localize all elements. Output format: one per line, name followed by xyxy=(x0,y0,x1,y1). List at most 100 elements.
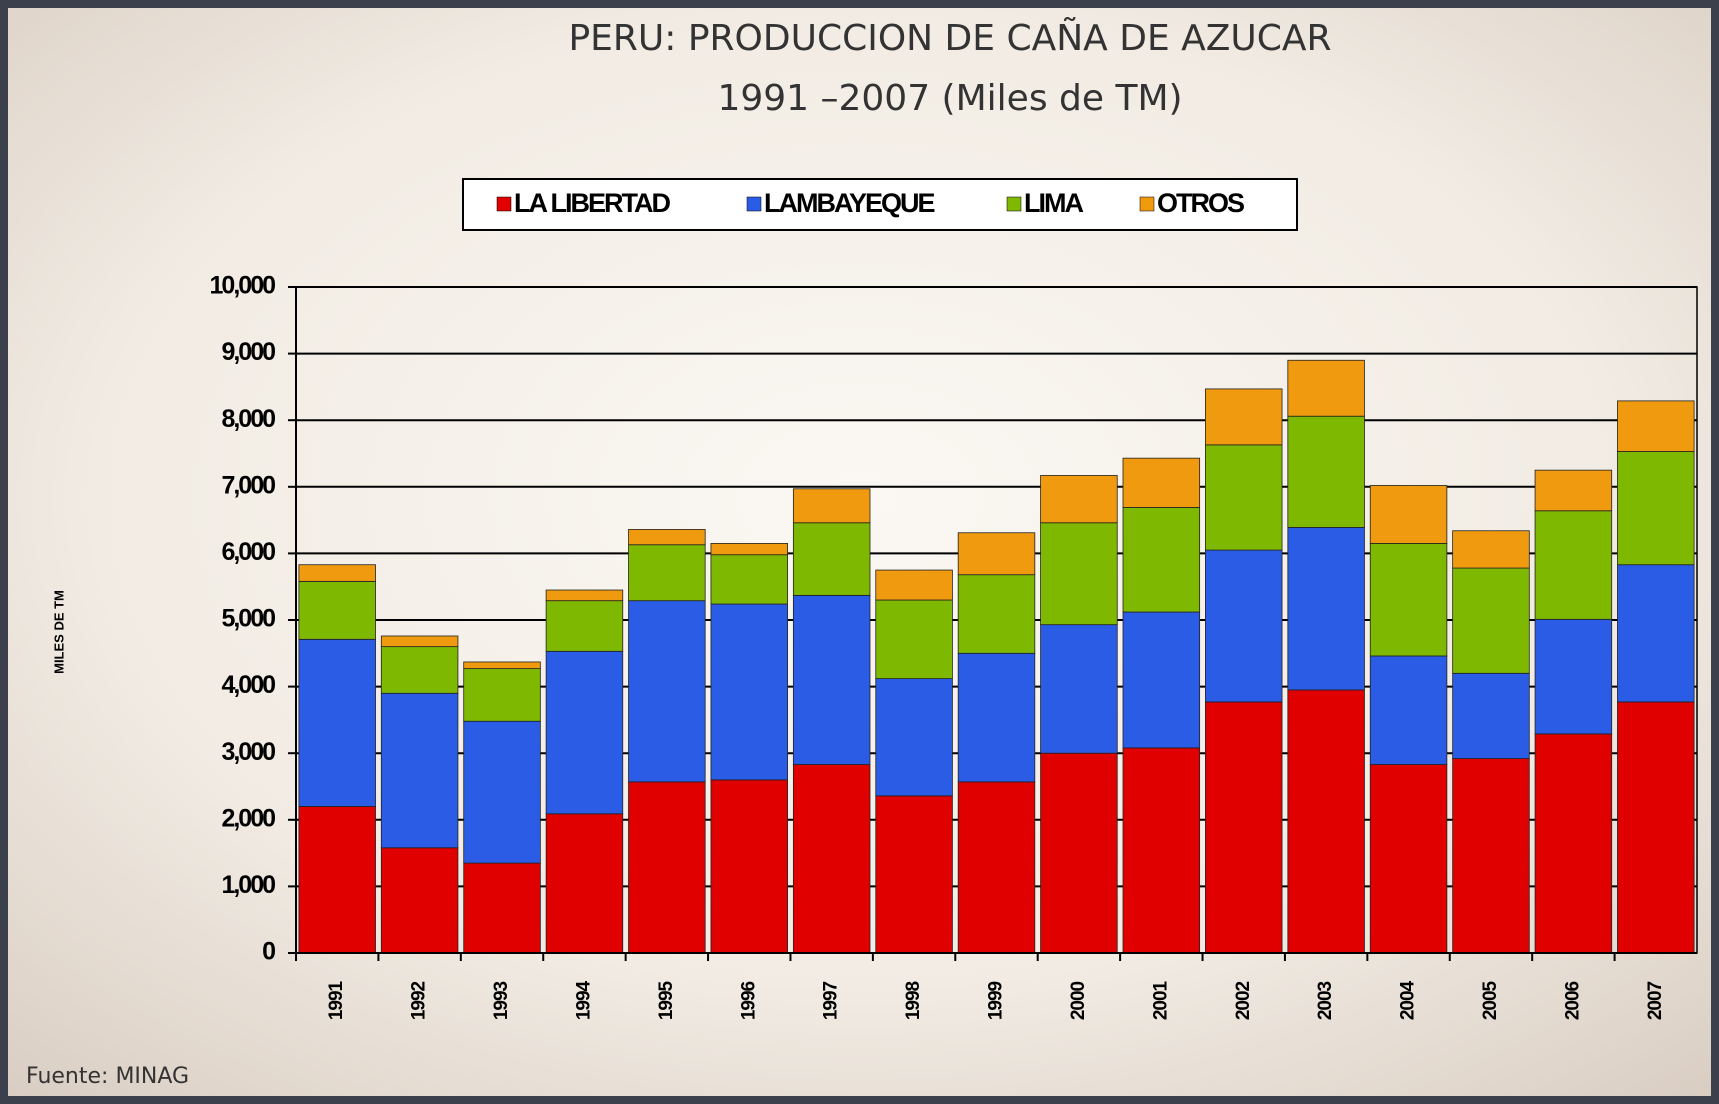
bar-segment xyxy=(380,635,459,648)
legend-swatch xyxy=(1006,196,1022,212)
bar-segment xyxy=(1534,618,1613,735)
bar-segment xyxy=(1040,475,1118,524)
bar-segment xyxy=(298,638,376,807)
bar-segment xyxy=(1122,507,1201,613)
x-tick-label: 1991 xyxy=(326,980,347,1020)
bar-segment xyxy=(463,668,541,722)
bar-segment xyxy=(1534,510,1613,620)
bar-segment xyxy=(380,692,459,849)
y-tick-label: 6,000 xyxy=(221,538,275,566)
bar-segment xyxy=(875,569,953,601)
x-tick-label: 1996 xyxy=(738,981,759,1020)
bar-segment xyxy=(1617,701,1695,954)
y-tick-label: 5,000 xyxy=(221,605,275,633)
bar-segment xyxy=(957,652,1036,783)
bar-segment xyxy=(628,529,706,546)
y-tick-label: 3,000 xyxy=(221,738,275,766)
bar-segment xyxy=(1369,543,1448,657)
bar-segment xyxy=(792,764,871,954)
bar-segment xyxy=(1617,451,1695,566)
bar-segment xyxy=(545,600,624,652)
x-tick-label: 2003 xyxy=(1315,981,1336,1020)
bar-segment xyxy=(463,661,541,670)
legend-box xyxy=(462,178,1298,231)
bar-segment xyxy=(710,554,788,605)
bar-segment xyxy=(1534,469,1613,512)
bar-segment xyxy=(1452,530,1530,569)
bar-segment xyxy=(957,574,1036,654)
legend-swatch xyxy=(1139,196,1155,212)
y-tick-label: 1,000 xyxy=(221,871,275,899)
chart-title: PERU: PRODUCCION DE CAÑA DE AZUCAR xyxy=(568,17,1331,59)
bar-segment xyxy=(298,564,376,582)
bar-segment xyxy=(1122,747,1201,954)
x-tick-label: 2001 xyxy=(1150,980,1171,1020)
bar-segment xyxy=(1369,485,1448,544)
legend-label: LA LIBERTAD xyxy=(514,188,670,218)
bar-segment xyxy=(380,847,459,954)
bar-segment xyxy=(1287,359,1365,417)
bar-segment xyxy=(1287,689,1365,954)
x-tick-label: 1997 xyxy=(821,981,842,1020)
bar-segment xyxy=(1617,400,1695,452)
bar-segment xyxy=(545,813,624,954)
bar-segment xyxy=(545,589,624,602)
y-tick-label: 8,000 xyxy=(221,405,275,433)
x-tick-label: 2007 xyxy=(1645,981,1666,1020)
x-tick-label: 1993 xyxy=(491,981,512,1020)
bar-segment xyxy=(1205,549,1283,703)
source: Fuente: MINAG xyxy=(26,1064,189,1089)
bar-segment xyxy=(710,543,788,556)
y-tick-label: 4,000 xyxy=(221,671,275,699)
y-tick-label: 2,000 xyxy=(221,804,275,832)
bar-segment xyxy=(628,600,706,783)
bar-segment xyxy=(1287,527,1365,691)
bar-segment xyxy=(792,522,871,596)
bar-segment xyxy=(380,646,459,694)
bar-segment xyxy=(545,650,624,815)
bar-segment xyxy=(1452,758,1530,954)
x-tick-label: 2002 xyxy=(1233,981,1254,1020)
bar-segment xyxy=(298,806,376,954)
bar-segment xyxy=(463,720,541,864)
y-tick-label: 0 xyxy=(262,938,275,966)
x-tick-label: 1998 xyxy=(903,981,924,1020)
bar-segment xyxy=(1040,752,1118,954)
bar-segment xyxy=(710,603,788,781)
x-tick-label: 1995 xyxy=(656,980,677,1020)
bar-segment xyxy=(1369,655,1448,765)
bar-segment xyxy=(957,532,1036,576)
x-tick-label: 1994 xyxy=(573,980,594,1020)
x-tick-label: 1992 xyxy=(409,981,430,1020)
bar-segment xyxy=(1287,415,1365,528)
bar-segment xyxy=(957,781,1036,954)
bar-segment xyxy=(1452,672,1530,759)
x-tick-label: 2000 xyxy=(1068,981,1089,1020)
bar-segment xyxy=(463,862,541,954)
x-tick-label: 2004 xyxy=(1398,980,1419,1020)
y-tick-label: 7,000 xyxy=(221,471,275,499)
y-tick-label: 9,000 xyxy=(221,338,275,366)
bar-segment xyxy=(628,781,706,954)
bar-segment xyxy=(1205,388,1283,446)
legend-label: LAMBAYEQUE xyxy=(764,188,935,218)
bar-segment xyxy=(875,795,953,954)
bar-segment xyxy=(1040,624,1118,754)
bar-segment xyxy=(1040,522,1118,626)
x-tick-label: 2006 xyxy=(1562,981,1583,1020)
legend-label: LIMA xyxy=(1024,188,1083,218)
bar-segment xyxy=(875,599,953,680)
legend-label: OTROS xyxy=(1157,188,1244,218)
bar-segment xyxy=(792,594,871,765)
bar-segment xyxy=(1122,457,1201,508)
x-tick-label: 1999 xyxy=(986,981,1007,1020)
bar-segment xyxy=(298,580,376,640)
bar-segment xyxy=(1369,764,1448,954)
bar-segment xyxy=(792,488,871,524)
bar-segment xyxy=(1534,733,1613,954)
y-axis-label: MILES DE TM xyxy=(51,590,66,674)
legend-swatch xyxy=(746,196,762,212)
legend-swatch xyxy=(496,196,512,212)
bar-segment xyxy=(875,678,953,797)
